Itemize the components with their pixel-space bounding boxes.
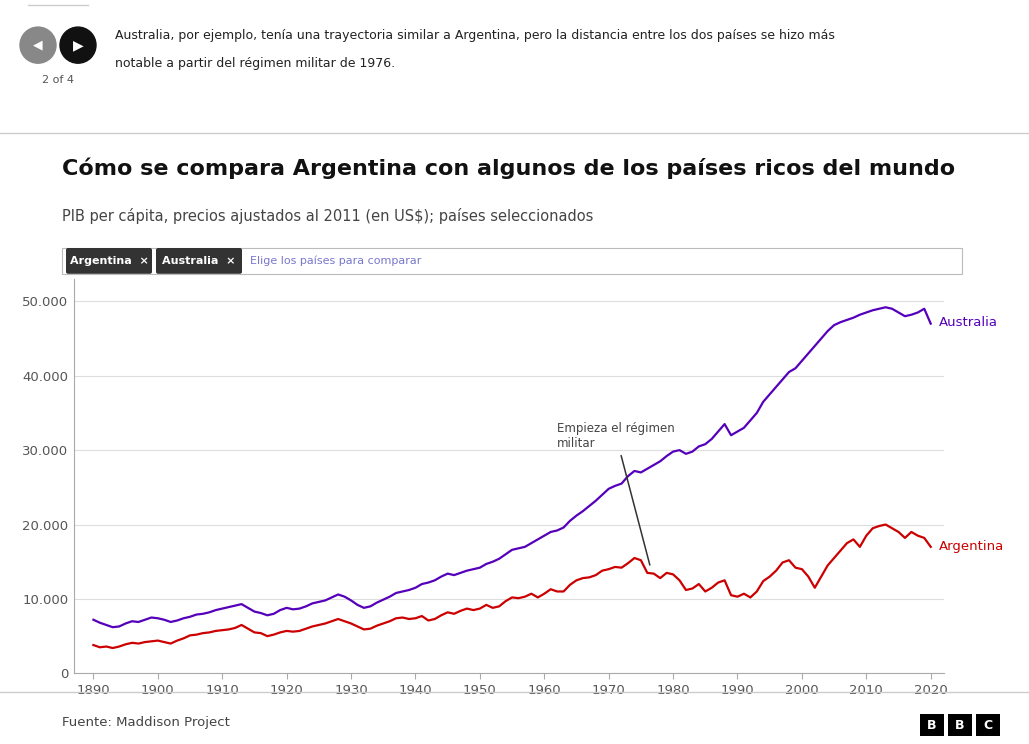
Text: PIB per cápita, precios ajustados al 2011 (en US$); países seleccionados: PIB per cápita, precios ajustados al 201… xyxy=(62,208,594,224)
FancyBboxPatch shape xyxy=(62,248,962,274)
Text: Australia: Australia xyxy=(938,315,997,329)
Text: Australia, por ejemplo, tenía una trayectoria similar a Argentina, pero la dista: Australia, por ejemplo, tenía una trayec… xyxy=(115,28,835,42)
FancyBboxPatch shape xyxy=(975,714,1000,736)
Circle shape xyxy=(20,27,56,63)
Circle shape xyxy=(60,27,96,63)
Text: ▶: ▶ xyxy=(73,38,83,52)
Text: Australia  ×: Australia × xyxy=(163,256,236,266)
FancyBboxPatch shape xyxy=(156,248,242,274)
Text: Argentina  ×: Argentina × xyxy=(70,256,148,266)
FancyBboxPatch shape xyxy=(948,714,972,736)
FancyBboxPatch shape xyxy=(66,248,152,274)
Text: 2 of 4: 2 of 4 xyxy=(42,75,74,86)
Text: notable a partir del régimen militar de 1976.: notable a partir del régimen militar de … xyxy=(115,57,395,70)
Text: Fuente: Maddison Project: Fuente: Maddison Project xyxy=(62,716,229,728)
Text: C: C xyxy=(984,719,993,731)
Text: Empieza el régimen
militar: Empieza el régimen militar xyxy=(557,422,675,565)
Text: ◀: ◀ xyxy=(33,39,43,51)
FancyBboxPatch shape xyxy=(920,714,944,736)
Text: Elige los países para comparar: Elige los países para comparar xyxy=(250,256,421,266)
Text: B: B xyxy=(955,719,965,731)
Text: Argentina: Argentina xyxy=(938,540,1003,554)
Text: B: B xyxy=(927,719,936,731)
Text: Cómo se compara Argentina con algunos de los países ricos del mundo: Cómo se compara Argentina con algunos de… xyxy=(62,158,955,179)
